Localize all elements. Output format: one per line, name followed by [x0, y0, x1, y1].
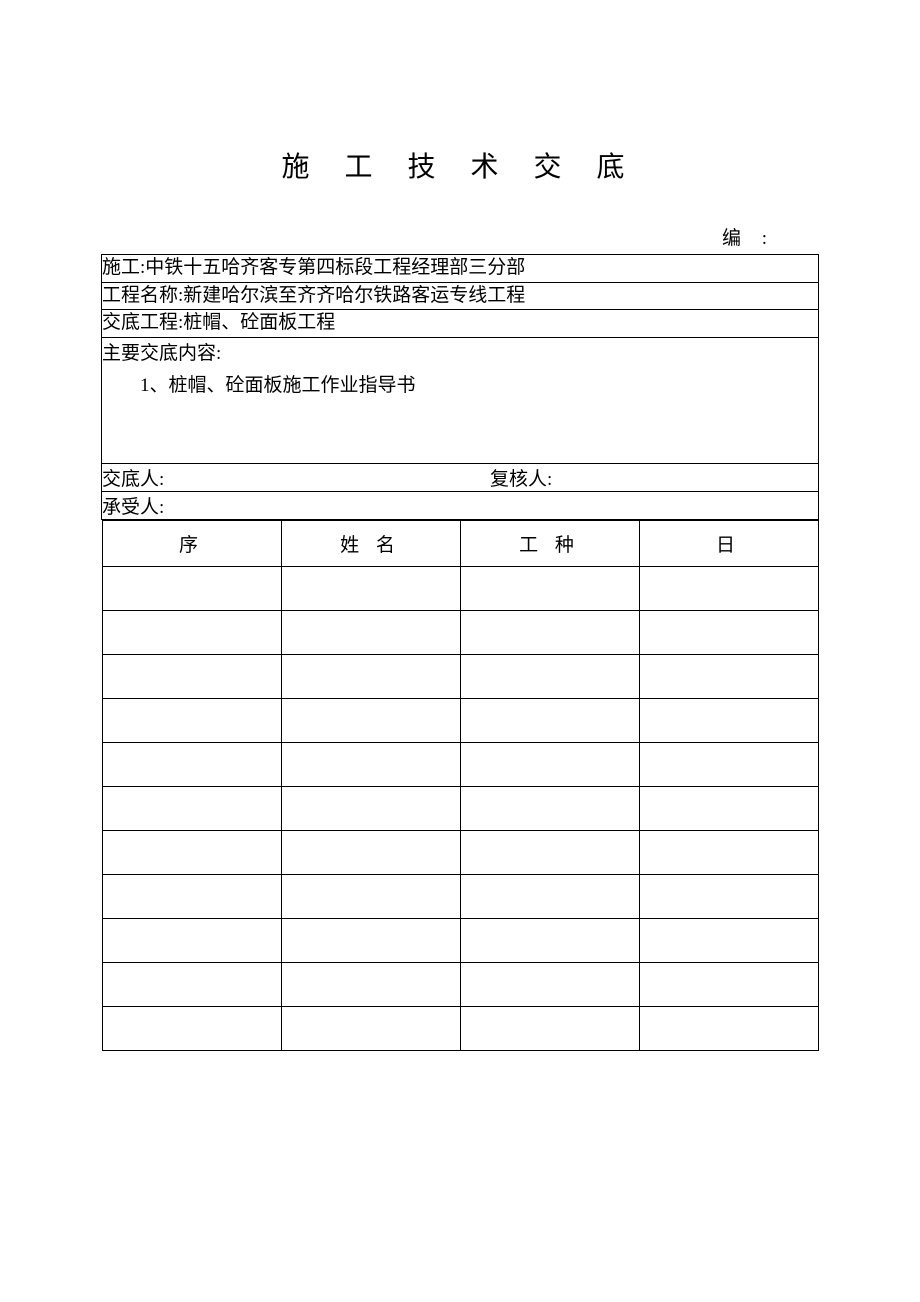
table-row [102, 918, 818, 962]
table-cell [639, 962, 818, 1006]
table-cell [102, 566, 281, 610]
receiver-row: 承受人: [102, 491, 819, 519]
header-seq: 序 [102, 520, 281, 566]
table-cell [639, 918, 818, 962]
content-heading: 主要交底内容: [102, 338, 818, 370]
header-job: 工 种 [460, 520, 639, 566]
table-row [102, 1006, 818, 1050]
table-cell [281, 654, 460, 698]
table-cell [460, 610, 639, 654]
table-cell [281, 742, 460, 786]
table-cell [639, 742, 818, 786]
table-cell [281, 698, 460, 742]
table-cell [460, 830, 639, 874]
table-cell [639, 566, 818, 610]
table-row [102, 610, 818, 654]
table-cell [281, 786, 460, 830]
table-cell [281, 918, 460, 962]
table-row [102, 786, 818, 830]
construction-unit-row: 施工:中铁十五哈齐客专第四标段工程经理部三分部 [102, 255, 819, 283]
main-form-table: 施工:中铁十五哈齐客专第四标段工程经理部三分部 工程名称:新建哈尔滨至齐齐哈尔铁… [101, 254, 819, 1051]
content-block: 主要交底内容: 1、桩帽、砼面板施工作业指导书 [102, 337, 819, 463]
table-cell [639, 874, 818, 918]
table-cell [102, 654, 281, 698]
reviewer-label: 复核人: [460, 464, 818, 491]
header-date: 日 [639, 520, 818, 566]
document-number-label: 编 : [0, 223, 920, 250]
table-cell [102, 610, 281, 654]
table-cell [460, 1006, 639, 1050]
signature-table: 序 姓 名 工 种 日 [102, 520, 819, 1051]
table-cell [460, 918, 639, 962]
table-cell [639, 786, 818, 830]
table-cell [639, 1006, 818, 1050]
table-cell [102, 1006, 281, 1050]
table-cell [102, 918, 281, 962]
table-row [102, 698, 818, 742]
discloser-reviewer-row: 交底人: 复核人: [102, 463, 819, 491]
table-cell [281, 830, 460, 874]
table-cell [460, 786, 639, 830]
table-cell [102, 830, 281, 874]
project-name-row: 工程名称:新建哈尔滨至齐齐哈尔铁路客运专线工程 [102, 282, 819, 310]
table-cell [102, 698, 281, 742]
content-item-1: 1、桩帽、砼面板施工作业指导书 [102, 370, 818, 402]
table-cell [460, 742, 639, 786]
page-title: 施 工 技 术 交 底 [0, 145, 920, 185]
table-cell [460, 654, 639, 698]
table-cell [102, 962, 281, 1006]
table-row [102, 654, 818, 698]
table-cell [102, 786, 281, 830]
discloser-label: 交底人: [102, 464, 460, 491]
table-cell [460, 962, 639, 1006]
table-cell [639, 698, 818, 742]
table-cell [639, 610, 818, 654]
table-header-row: 序 姓 名 工 种 日 [102, 520, 818, 566]
table-row [102, 874, 818, 918]
table-cell [281, 962, 460, 1006]
table-row [102, 830, 818, 874]
table-row [102, 742, 818, 786]
table-cell [102, 742, 281, 786]
header-name: 姓 名 [281, 520, 460, 566]
table-row [102, 962, 818, 1006]
table-cell [281, 1006, 460, 1050]
table-cell [460, 566, 639, 610]
table-cell [460, 698, 639, 742]
table-cell [102, 874, 281, 918]
table-row [102, 566, 818, 610]
table-cell [281, 566, 460, 610]
table-cell [460, 874, 639, 918]
table-cell [639, 654, 818, 698]
table-cell [281, 874, 460, 918]
disclosure-project-row: 交底工程:桩帽、砼面板工程 [102, 310, 819, 338]
table-cell [281, 610, 460, 654]
table-cell [639, 830, 818, 874]
